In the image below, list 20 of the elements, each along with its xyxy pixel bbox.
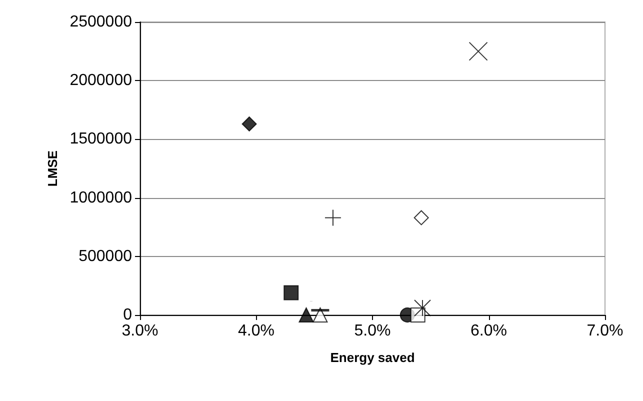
point [284, 285, 299, 300]
point [312, 308, 328, 322]
y-tick-label: 1000000 [70, 189, 132, 206]
x-tick-label: 3.0% [122, 322, 158, 340]
point [298, 308, 314, 322]
x-tick-label: 6.0% [470, 322, 507, 340]
y-tick-label: 1500000 [70, 130, 132, 148]
point [414, 299, 431, 316]
x-axis-title: Energy saved [330, 350, 415, 365]
y-tick-label: 2000000 [70, 72, 132, 90]
point [468, 42, 488, 61]
y-axis-title: LMSE [44, 150, 60, 187]
x-tick-label: 7.0% [586, 322, 624, 340]
point [414, 210, 429, 226]
x-tick-label: 5.0% [354, 322, 391, 340]
y-tick-label: 2500000 [70, 14, 132, 30]
x-tick-label: 4.0% [238, 322, 274, 340]
point [242, 116, 257, 132]
y-tick-label: 0 [123, 306, 132, 324]
y-tick-label: 500000 [78, 248, 132, 265]
